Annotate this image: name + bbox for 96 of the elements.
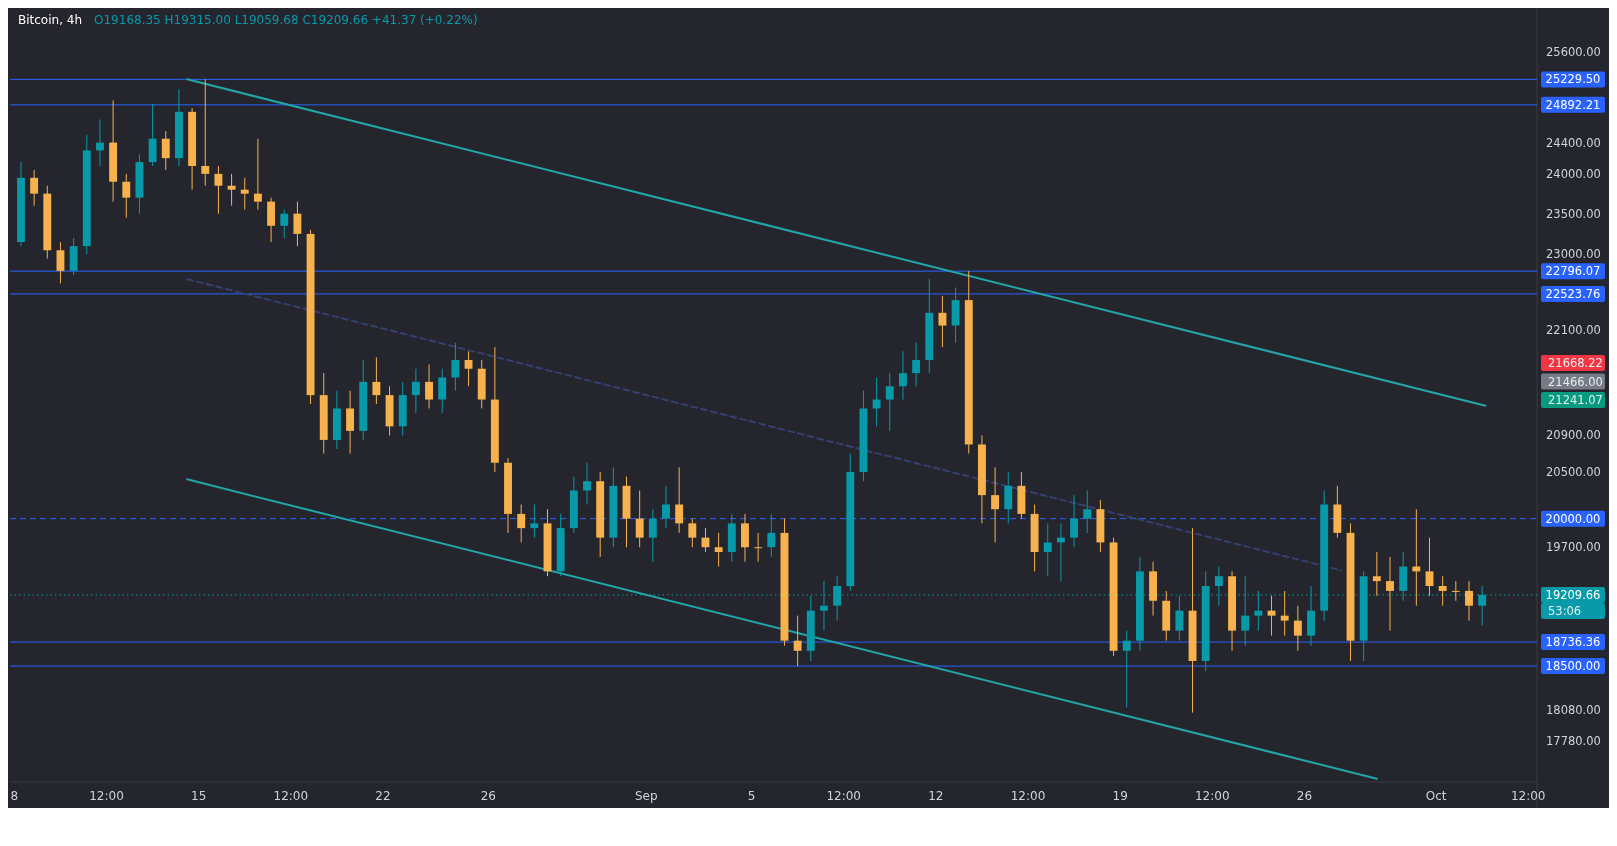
candlestick (1451, 580, 1460, 602)
y-tick-label: 23500.00 (1546, 206, 1601, 221)
y-tick-label: 20900.00 (1546, 428, 1601, 443)
candlestick (517, 504, 526, 543)
candlestick (872, 376, 881, 427)
candlestick (1122, 630, 1131, 708)
candlestick (201, 78, 210, 187)
candlestick (122, 173, 131, 219)
candlestick (148, 103, 157, 167)
ref-line-label: 25229.50 (1545, 72, 1601, 87)
candlestick (793, 615, 802, 667)
y-tick-label: 25600.00 (1546, 44, 1601, 59)
candlestick (425, 363, 433, 409)
ref-line-label: 20000.00 (1545, 511, 1601, 526)
candlestick (214, 165, 223, 215)
candlestick (1070, 494, 1079, 548)
y-tick-label: 18080.00 (1546, 702, 1601, 717)
candlestick (1293, 605, 1302, 652)
chart-subtitle: O19168.35 H19315.00 L19059.68 C19209.66 +41.37 (+0.22%) (94, 13, 478, 27)
candlestick (1004, 471, 1013, 524)
candlestick (912, 342, 921, 387)
y-tick-label: 17780.00 (1546, 734, 1601, 749)
chart-title: Bitcoin, 4h (18, 13, 83, 27)
candlestick (648, 508, 657, 563)
candlestick (1438, 575, 1447, 607)
candlestick (346, 390, 355, 455)
text: 53:06 (1548, 603, 1582, 618)
candlestick (833, 575, 842, 622)
x-tick-label: 8 (10, 789, 19, 803)
candlestick (675, 466, 684, 534)
ref-line-label: 22523.76 (1545, 286, 1601, 301)
candlestick (464, 350, 473, 387)
text: 21241.07 (1548, 393, 1603, 408)
y-tick-label: 24400.00 (1546, 135, 1601, 150)
candlestick (451, 342, 460, 392)
x-tick-label: 12:00 (1510, 789, 1546, 803)
x-tick-label: 12:00 (1195, 789, 1230, 803)
candlestick (1043, 522, 1052, 577)
x-tick-label: 12:00 (89, 789, 124, 803)
candlestick (662, 485, 670, 529)
candlestick (411, 368, 420, 414)
ref-line-label: 18736.36 (1545, 635, 1601, 650)
candlestick (635, 489, 644, 548)
x-tick-label: Sep (634, 789, 658, 803)
ref-line-label: 22796.07 (1545, 264, 1601, 279)
candlestick (438, 368, 447, 414)
candlestick (754, 532, 763, 563)
candlestick (280, 209, 289, 239)
candlestick (899, 350, 907, 401)
candlestick (1386, 556, 1394, 632)
candlestick (991, 466, 1000, 543)
candlestick (1425, 537, 1434, 597)
candlestick (293, 201, 302, 247)
candlestick (1083, 489, 1092, 534)
x-tick-label: 26 (1296, 789, 1313, 803)
candlestick (161, 130, 170, 171)
candlestick (714, 532, 723, 568)
x-tick-label: 15 (191, 789, 207, 803)
ref-line-label: 24892.21 (1545, 97, 1601, 112)
candlestick (1372, 551, 1381, 597)
candlestick (741, 513, 749, 563)
candlestick (885, 372, 894, 432)
candlestick (372, 356, 381, 405)
y-tick-label: 23000.00 (1546, 247, 1601, 262)
candlestick (767, 513, 776, 558)
candlestick (30, 169, 39, 207)
text: 21466.00 (1548, 374, 1603, 389)
x-tick-label: 26 (480, 789, 496, 803)
ref-line-label: 19209.66 (1545, 587, 1601, 602)
x-tick-label: 19 (1112, 789, 1128, 803)
y-tick-label: 22100.00 (1546, 322, 1601, 337)
x-tick-label: 22 (375, 789, 391, 803)
candlestick (253, 138, 262, 211)
y-tick-label: 19700.00 (1546, 540, 1601, 555)
candlestick (56, 241, 65, 284)
candlestick (96, 118, 104, 167)
candlestick (1175, 595, 1184, 642)
candlestick (1280, 590, 1289, 637)
candlestick (688, 518, 697, 548)
y-tick-label: 20500.00 (1546, 464, 1601, 479)
text: 21668.22 (1548, 356, 1603, 371)
y-tick-label: 24000.00 (1546, 166, 1601, 181)
candlestick (1465, 580, 1473, 622)
candlestick (530, 504, 539, 539)
candlestick (227, 173, 236, 207)
candlestick (938, 295, 947, 348)
x-tick-label: 5 (747, 789, 756, 803)
x-tick-label: 12:00 (1010, 789, 1046, 803)
x-tick-label: 12:00 (826, 789, 861, 803)
x-tick-label: 12:00 (273, 789, 309, 803)
x-tick-label: Oct (1425, 789, 1447, 803)
candlestick (583, 462, 591, 506)
candlestick (240, 177, 249, 211)
candlestick (1267, 595, 1276, 637)
x-tick-label: 12 (928, 789, 944, 803)
ref-line-label: 18500.00 (1545, 659, 1601, 674)
